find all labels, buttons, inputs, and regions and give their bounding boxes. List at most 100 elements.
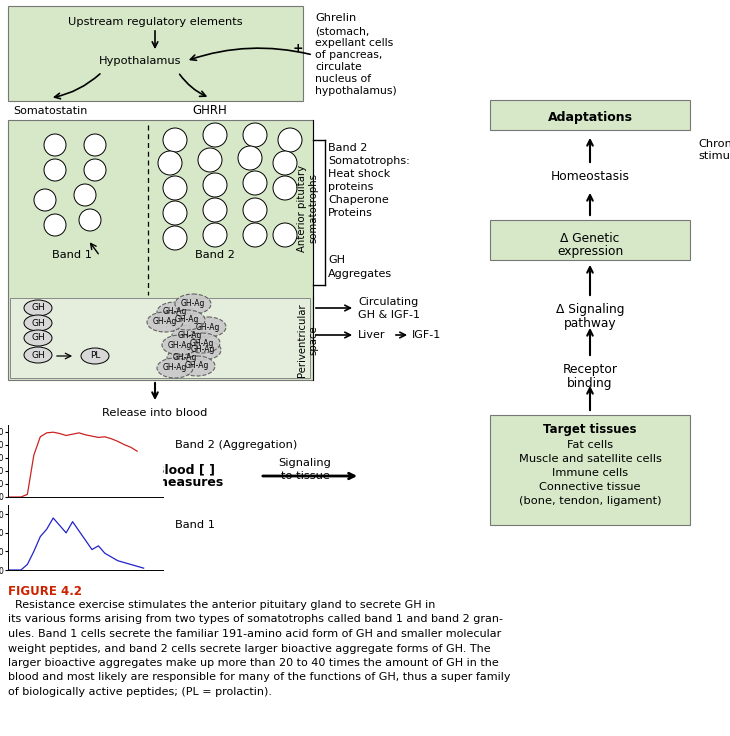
Text: GH & IGF-1: GH & IGF-1 bbox=[358, 310, 420, 320]
Text: GH: GH bbox=[328, 255, 345, 265]
FancyBboxPatch shape bbox=[490, 100, 690, 130]
Text: (stomach,: (stomach, bbox=[315, 26, 369, 36]
Ellipse shape bbox=[147, 312, 183, 332]
Ellipse shape bbox=[162, 335, 198, 355]
Ellipse shape bbox=[175, 294, 211, 314]
Text: Proteins: Proteins bbox=[328, 208, 373, 218]
Text: GHRH: GHRH bbox=[193, 105, 227, 118]
Text: measures: measures bbox=[155, 476, 223, 489]
Text: larger bioactive aggregates make up more than 20 to 40 times the amount of GH in: larger bioactive aggregates make up more… bbox=[8, 658, 499, 668]
Text: Chaperone: Chaperone bbox=[328, 195, 389, 205]
Circle shape bbox=[273, 151, 297, 175]
Circle shape bbox=[34, 189, 56, 211]
Text: nucleus of: nucleus of bbox=[315, 74, 371, 84]
Text: FIGURE 4.2: FIGURE 4.2 bbox=[8, 585, 82, 598]
Circle shape bbox=[273, 176, 297, 200]
FancyBboxPatch shape bbox=[8, 6, 303, 101]
Text: GH: GH bbox=[31, 303, 45, 313]
Text: Blood [ ]: Blood [ ] bbox=[155, 464, 215, 476]
FancyBboxPatch shape bbox=[490, 220, 690, 260]
Circle shape bbox=[273, 223, 297, 247]
Circle shape bbox=[198, 148, 222, 172]
Text: GH: GH bbox=[31, 319, 45, 328]
Ellipse shape bbox=[167, 348, 203, 368]
Text: weight peptides, and band 2 cells secrete larger bioactive aggregate forms of GH: weight peptides, and band 2 cells secret… bbox=[8, 643, 491, 654]
Text: Fat cells: Fat cells bbox=[567, 440, 613, 450]
Text: GH-Ag: GH-Ag bbox=[168, 341, 192, 350]
Text: IGF-1: IGF-1 bbox=[412, 330, 441, 340]
Ellipse shape bbox=[157, 358, 193, 378]
Ellipse shape bbox=[185, 340, 221, 360]
Text: Target tissues: Target tissues bbox=[543, 423, 637, 436]
Text: of biologically active peptides; (PL = prolactin).: of biologically active peptides; (PL = p… bbox=[8, 687, 272, 697]
Text: Band 1: Band 1 bbox=[175, 520, 215, 530]
Circle shape bbox=[203, 198, 227, 222]
Text: GH-Ag: GH-Ag bbox=[196, 322, 220, 331]
Circle shape bbox=[44, 159, 66, 181]
Text: expellant cells: expellant cells bbox=[315, 38, 393, 48]
FancyBboxPatch shape bbox=[8, 120, 313, 380]
Text: GH-Ag: GH-Ag bbox=[153, 317, 177, 327]
Text: Periventricular
space: Periventricular space bbox=[297, 303, 319, 377]
Circle shape bbox=[163, 128, 187, 152]
Circle shape bbox=[84, 159, 106, 181]
Text: Chronic
stimulus: Chronic stimulus bbox=[698, 139, 730, 160]
Ellipse shape bbox=[179, 356, 215, 376]
Text: ules. Band 1 cells secrete the familiar 191-amino acid form of GH and smaller mo: ules. Band 1 cells secrete the familiar … bbox=[8, 629, 502, 639]
Circle shape bbox=[163, 176, 187, 200]
Circle shape bbox=[278, 128, 302, 152]
Ellipse shape bbox=[169, 310, 205, 330]
Text: Somatostatin: Somatostatin bbox=[13, 106, 87, 116]
Text: binding: binding bbox=[567, 377, 612, 389]
Text: Resistance exercise stimulates the anterior pituitary gland to secrete GH in: Resistance exercise stimulates the anter… bbox=[8, 600, 435, 610]
Text: Ghrelin: Ghrelin bbox=[315, 13, 356, 23]
Text: pathway: pathway bbox=[564, 316, 616, 330]
Text: Band 1: Band 1 bbox=[52, 250, 92, 260]
Ellipse shape bbox=[24, 315, 52, 331]
Text: (bone, tendon, ligament): (bone, tendon, ligament) bbox=[519, 496, 661, 506]
Circle shape bbox=[163, 226, 187, 250]
FancyBboxPatch shape bbox=[490, 415, 690, 525]
Text: Muscle and satellite cells: Muscle and satellite cells bbox=[518, 454, 661, 464]
Circle shape bbox=[243, 198, 267, 222]
Circle shape bbox=[243, 223, 267, 247]
Ellipse shape bbox=[24, 330, 52, 346]
Text: to tissue: to tissue bbox=[280, 471, 329, 481]
Text: GH-Ag: GH-Ag bbox=[181, 300, 205, 308]
Text: circulate: circulate bbox=[315, 62, 362, 72]
Text: GH-Ag: GH-Ag bbox=[163, 364, 187, 372]
Circle shape bbox=[243, 123, 267, 147]
Text: Band 2 (Aggregation): Band 2 (Aggregation) bbox=[175, 440, 297, 450]
Circle shape bbox=[84, 134, 106, 156]
Text: blood and most likely are responsible for many of the functions of GH, thus a su: blood and most likely are responsible fo… bbox=[8, 673, 510, 682]
Text: hypothalamus): hypothalamus) bbox=[315, 86, 396, 96]
Ellipse shape bbox=[157, 302, 193, 322]
Circle shape bbox=[163, 201, 187, 225]
Circle shape bbox=[44, 214, 66, 236]
Ellipse shape bbox=[184, 333, 220, 353]
Text: Adaptations: Adaptations bbox=[548, 111, 632, 124]
Text: Band 2: Band 2 bbox=[328, 143, 367, 153]
Text: Release into blood: Release into blood bbox=[102, 408, 208, 418]
Circle shape bbox=[203, 173, 227, 197]
Text: Hypothalamus: Hypothalamus bbox=[99, 56, 181, 66]
Ellipse shape bbox=[24, 347, 52, 363]
Text: of pancreas,: of pancreas, bbox=[315, 50, 383, 60]
Text: Band 2: Band 2 bbox=[195, 250, 235, 260]
Text: Somatotrophs:: Somatotrophs: bbox=[328, 156, 410, 166]
Text: Circulating: Circulating bbox=[358, 297, 418, 307]
Circle shape bbox=[79, 209, 101, 231]
Text: Anterior pituitary
somatotrophs: Anterior pituitary somatotrophs bbox=[297, 164, 319, 252]
Text: Upstream regulatory elements: Upstream regulatory elements bbox=[68, 17, 242, 27]
Text: +: + bbox=[293, 41, 303, 54]
Text: GH-Ag: GH-Ag bbox=[190, 339, 214, 347]
Circle shape bbox=[243, 171, 267, 195]
Text: Receptor: Receptor bbox=[563, 364, 618, 377]
Ellipse shape bbox=[190, 317, 226, 337]
Circle shape bbox=[44, 134, 66, 156]
Text: GH-Ag: GH-Ag bbox=[185, 361, 210, 370]
Text: GH-Ag: GH-Ag bbox=[163, 308, 187, 316]
Ellipse shape bbox=[172, 325, 208, 345]
Text: proteins: proteins bbox=[328, 182, 373, 192]
Text: GH: GH bbox=[31, 333, 45, 342]
